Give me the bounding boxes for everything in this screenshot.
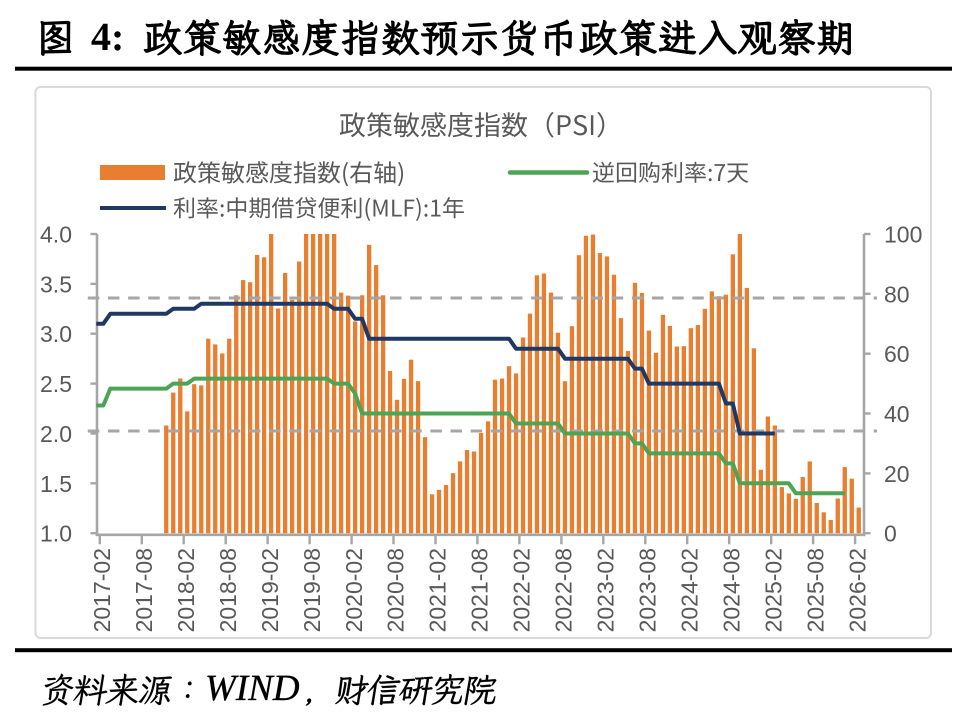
svg-text:2025-02: 2025-02	[760, 548, 786, 632]
svg-text:2018-02: 2018-02	[173, 548, 199, 632]
svg-text:100: 100	[884, 222, 922, 248]
svg-text:20: 20	[884, 461, 910, 487]
svg-text:1.5: 1.5	[40, 471, 72, 497]
svg-text:2023-02: 2023-02	[593, 548, 619, 632]
svg-text:2017-08: 2017-08	[131, 548, 157, 632]
svg-text:2.5: 2.5	[40, 371, 72, 397]
svg-text:2019-02: 2019-02	[257, 548, 283, 632]
svg-text:2020-02: 2020-02	[341, 548, 367, 632]
svg-text:2022-08: 2022-08	[551, 548, 577, 632]
svg-text:2.0: 2.0	[40, 421, 72, 447]
svg-text:40: 40	[884, 401, 910, 427]
svg-text:2023-08: 2023-08	[635, 548, 661, 632]
svg-text:4.0: 4.0	[40, 222, 72, 248]
svg-text:60: 60	[884, 341, 910, 367]
svg-text:2021-02: 2021-02	[425, 548, 451, 632]
svg-text:2018-08: 2018-08	[215, 548, 241, 632]
svg-text:2024-08: 2024-08	[718, 548, 744, 632]
svg-text:2020-08: 2020-08	[383, 548, 409, 632]
svg-text:2019-08: 2019-08	[299, 548, 325, 632]
svg-text:3.5: 3.5	[40, 271, 72, 297]
svg-text:2021-08: 2021-08	[467, 548, 493, 632]
svg-text:3.0: 3.0	[40, 321, 72, 347]
svg-text:1.0: 1.0	[40, 521, 72, 547]
svg-text:2025-08: 2025-08	[802, 548, 828, 632]
svg-text:2022-02: 2022-02	[509, 548, 535, 632]
svg-text:2024-02: 2024-02	[676, 548, 702, 632]
svg-text:2017-02: 2017-02	[89, 548, 115, 632]
svg-text:2026-02: 2026-02	[844, 548, 870, 632]
svg-text:80: 80	[884, 281, 910, 307]
svg-text:0: 0	[884, 521, 897, 547]
